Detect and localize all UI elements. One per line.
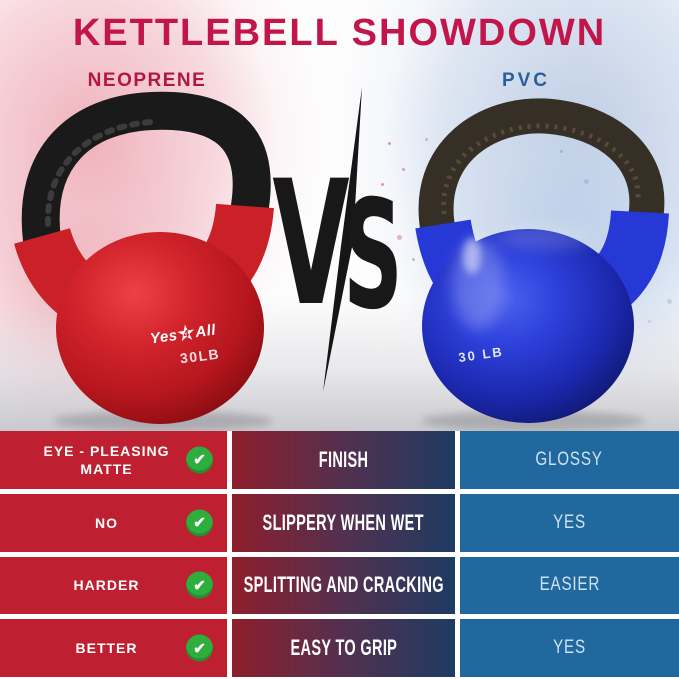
gloss-specular [463, 238, 481, 274]
pvc-value-cell: GLOSSY [460, 431, 679, 489]
feature-cell: SLIPPERY WHEN WET [232, 493, 455, 552]
feature-label: EASY TO GRIP [290, 635, 397, 661]
photo-area: V S KETTLEBELL SHOWDOWN NEOPRENE PVC Yes… [0, 0, 679, 431]
feature-label: SLIPPERY WHEN WET [262, 509, 425, 535]
check-icon: ✔ [186, 509, 213, 537]
kettlebell-scene: V S [14, 87, 669, 431]
table-row: EYE - PLEASING MATTE ✔ FINISH GLOSSY [0, 431, 679, 489]
versus-s: S [343, 168, 402, 343]
neoprene-value: HARDER [73, 577, 140, 594]
pvc-label: PVC [501, 70, 551, 91]
neoprene-value: EYE - PLEASING MATTE [43, 442, 170, 477]
versus-v: V [272, 145, 349, 344]
pvc-value-cell: YES [460, 493, 679, 552]
pvc-value-cell: YES [460, 619, 679, 677]
blue-kettlebell-body [422, 229, 634, 423]
neoprene-label: NEOPRENE [87, 70, 207, 91]
neoprene-value: NO [95, 514, 118, 531]
neoprene-value-cell: BETTER ✔ [0, 619, 227, 677]
check-icon: ✔ [186, 634, 213, 662]
page-title: KETTLEBELL SHOWDOWN [72, 12, 607, 54]
feature-cell: FINISH [232, 431, 455, 489]
pvc-value-cell: EASIER [460, 556, 679, 615]
handle-glints [44, 119, 155, 227]
red-kettlebell-handle [21, 91, 271, 259]
check-glyph: ✔ [193, 451, 206, 469]
versus-slash [323, 87, 362, 392]
table-row: HARDER ✔ SPLITTING AND CRACKING EASIER [0, 556, 679, 615]
table-row: BETTER ✔ EASY TO GRIP YES [0, 619, 679, 677]
logo-all: All [194, 321, 218, 342]
check-glyph: ✔ [193, 577, 206, 595]
feature-cell: EASY TO GRIP [232, 619, 455, 677]
gloss-top-sheen [497, 225, 593, 249]
red-kettlebell [14, 91, 274, 431]
versus-mark: V S [272, 87, 403, 392]
check-icon: ✔ [186, 446, 213, 474]
pvc-value: YES [553, 511, 586, 533]
neoprene-value-cell: HARDER ✔ [0, 556, 227, 615]
feature-label: SPLITTING AND CRACKING [243, 572, 444, 598]
table-row: NO ✔ SLIPPERY WHEN WET YES [0, 493, 679, 552]
comparison-table: EYE - PLEASING MATTE ✔ FINISH GLOSSY NO … [0, 431, 679, 679]
red-kettlebell-body [56, 232, 264, 424]
feature-label: FINISH [318, 446, 369, 472]
pvc-value: GLOSSY [535, 448, 604, 470]
handle-hammered-texture [441, 123, 641, 215]
pvc-value: EASIER [539, 574, 600, 596]
neoprene-value-cell: NO ✔ [0, 493, 227, 552]
check-glyph: ✔ [193, 514, 206, 532]
logo-star-wrap: ★ 4 [176, 322, 196, 345]
pvc-value: YES [553, 637, 586, 659]
blue-kettlebell-handle [418, 98, 665, 248]
blue-kettlebell [415, 98, 669, 431]
neoprene-value: BETTER [75, 640, 138, 657]
feature-cell: SPLITTING AND CRACKING [232, 556, 455, 615]
check-glyph: ✔ [193, 640, 206, 658]
check-icon: ✔ [186, 571, 213, 599]
neoprene-value-cell: EYE - PLEASING MATTE ✔ [0, 431, 227, 489]
